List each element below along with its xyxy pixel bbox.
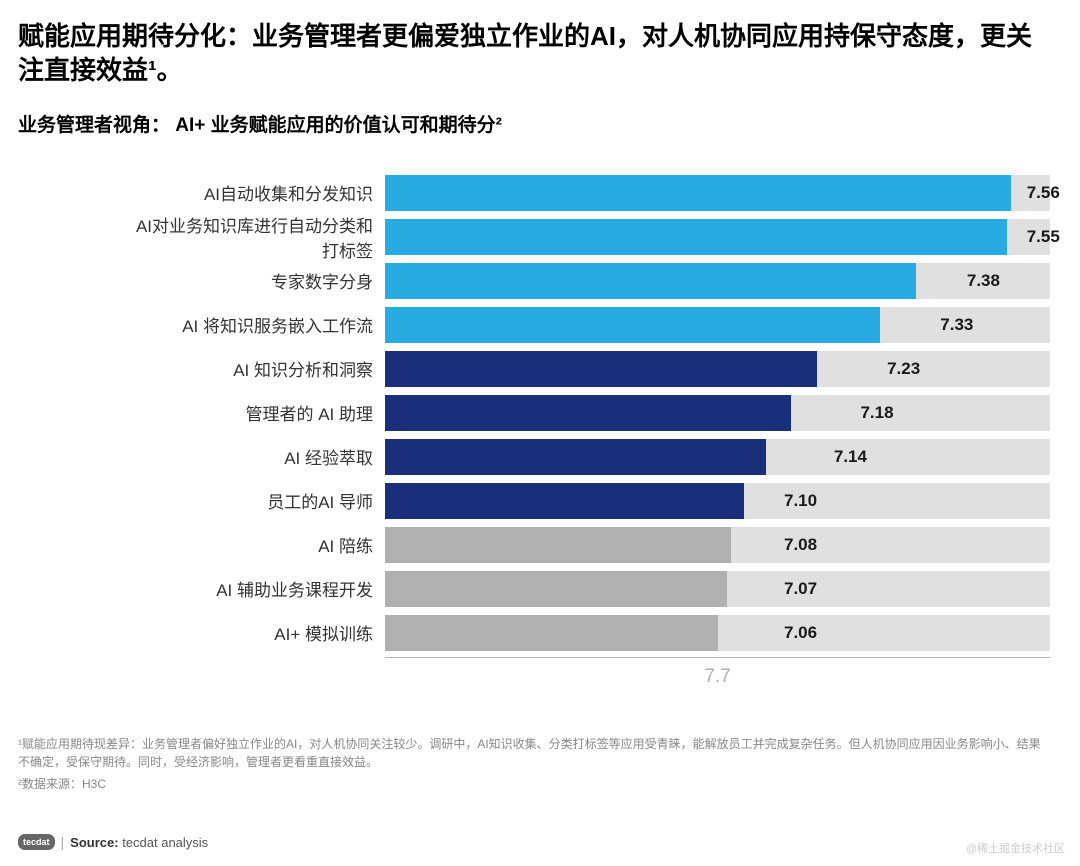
footer: tecdat | Source: tecdat analysis	[18, 834, 208, 850]
bar-label: AI 知识分析和洞察	[133, 356, 385, 381]
bar-row: AI 陪练 7.08	[133, 527, 1050, 563]
bar-fill	[385, 175, 1011, 211]
footer-source: Source: tecdat analysis	[70, 835, 208, 850]
bar-track: 7.33	[385, 307, 1050, 343]
bar-label: AI 辅助业务课程开发	[133, 576, 385, 601]
bar-value: 7.08	[784, 535, 817, 555]
bar-fill	[385, 395, 791, 431]
bar-value: 7.55	[1027, 227, 1060, 247]
bar-value: 7.38	[967, 271, 1000, 291]
bar-row: AI对业务知识库进行自动分类和打标签7.55	[133, 219, 1050, 255]
bar-value: 7.33	[940, 315, 973, 335]
bar-row: 管理者的 AI 助理 7.18	[133, 395, 1050, 431]
bar-label: 员工的AI 导师	[133, 488, 385, 513]
bar-fill	[385, 527, 731, 563]
bar-row: 专家数字分身 7.38	[133, 263, 1050, 299]
bar-fill	[385, 483, 744, 519]
bar-label: AI自动收集和分发知识	[133, 180, 385, 205]
bar-fill	[385, 615, 718, 651]
bar-value: 7.10	[784, 491, 817, 511]
bar-value: 7.18	[860, 403, 893, 423]
footer-badge: tecdat	[18, 834, 55, 850]
chart-subtitle: 业务管理者视角： AI+ 业务赋能应用的价值认可和期待分²	[18, 110, 1050, 137]
bar-fill	[385, 571, 727, 607]
bar-track: 7.18	[385, 395, 1050, 431]
bar-fill	[385, 351, 817, 387]
bar-label: AI+ 模拟训练	[133, 620, 385, 645]
bar-row: AI 知识分析和洞察 7.23	[133, 351, 1050, 387]
bar-track: 7.10	[385, 483, 1050, 519]
bar-value: 7.23	[887, 359, 920, 379]
bar-label: 专家数字分身	[133, 268, 385, 293]
footnote-1: ¹赋能应用期待现差异：业务管理者偏好独立作业的AI，对人机协同关注较少。调研中，…	[18, 735, 1050, 771]
bar-fill	[385, 263, 916, 299]
bar-label: AI 将知识服务嵌入工作流	[133, 312, 385, 337]
bar-fill	[385, 219, 1007, 255]
bar-row: AI 辅助业务课程开发 7.07	[133, 571, 1050, 607]
bar-label: AI对业务知识库进行自动分类和打标签	[133, 212, 385, 262]
bar-row: AI自动收集和分发知识7.56	[133, 175, 1050, 211]
footer-divider: |	[61, 834, 65, 850]
footnotes: ¹赋能应用期待现差异：业务管理者偏好独立作业的AI，对人机协同关注较少。调研中，…	[18, 735, 1050, 793]
bar-track: 7.08	[385, 527, 1050, 563]
axis-value: 7.7	[385, 658, 1050, 688]
bar-value: 7.07	[784, 579, 817, 599]
page-title: 赋能应用期待分化：业务管理者更偏爱独立作业的AI，对人机协同应用持保守态度，更关…	[18, 20, 1050, 88]
bar-value: 7.14	[834, 447, 867, 467]
bar-fill	[385, 439, 766, 475]
bar-row: 员工的AI 导师 7.10	[133, 483, 1050, 519]
bar-track: 7.55	[385, 219, 1050, 255]
footnote-2: ²数据来源：H3C	[18, 775, 1050, 793]
bar-value: 7.56	[1027, 183, 1060, 203]
bar-track: 7.06	[385, 615, 1050, 651]
bar-track: 7.14	[385, 439, 1050, 475]
bar-track: 7.56	[385, 175, 1050, 211]
bar-track: 7.38	[385, 263, 1050, 299]
bar-label: AI 经验萃取	[133, 444, 385, 469]
bar-label: 管理者的 AI 助理	[133, 400, 385, 425]
bar-value: 7.06	[784, 623, 817, 643]
bar-track: 7.07	[385, 571, 1050, 607]
bar-row: AI 经验萃取 7.14	[133, 439, 1050, 475]
watermark: @稀土掘金技术社区	[966, 840, 1065, 856]
bar-track: 7.23	[385, 351, 1050, 387]
bar-label: AI 陪练	[133, 532, 385, 557]
axis-row: 7.7	[133, 659, 1050, 695]
bar-row: AI+ 模拟训练 7.06	[133, 615, 1050, 651]
bar-row: AI 将知识服务嵌入工作流 7.33	[133, 307, 1050, 343]
bar-chart: AI自动收集和分发知识7.56AI对业务知识库进行自动分类和打标签7.55专家数…	[18, 175, 1050, 695]
bar-fill	[385, 307, 880, 343]
